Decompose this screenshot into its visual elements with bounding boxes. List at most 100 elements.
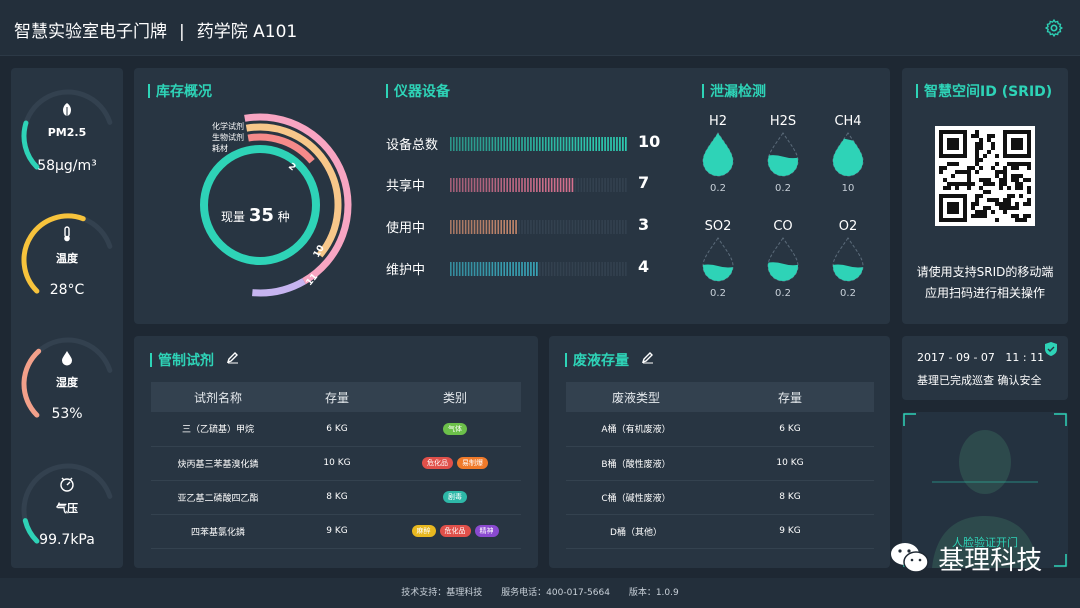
gas-sensor: SO2 0.2 — [698, 219, 738, 299]
bar-segment — [488, 262, 491, 276]
waste-type: D桶（其他） — [566, 514, 706, 549]
srid-title: 智慧空间ID (SRID) — [916, 81, 1052, 101]
footer-support: 技术支持：基理科技 — [401, 588, 483, 598]
bar-segment — [536, 178, 538, 192]
col-reagent-name: 试剂名称 — [151, 382, 285, 412]
bar-segment — [500, 220, 503, 234]
bar-segment — [568, 137, 571, 151]
bar-segment — [458, 137, 461, 151]
bar-segment — [515, 220, 517, 234]
face-frame-icon — [903, 413, 1067, 568]
bar-segment — [467, 262, 470, 276]
bar-segment — [455, 178, 458, 192]
bar-segment — [541, 220, 544, 234]
waste-table: 废液类型 存量 A桶（有机废液） 6 KG B桶（酸性废液） 10 KG C桶（碱性… — [566, 382, 874, 549]
bar-segment — [536, 220, 538, 234]
bar-segment — [610, 220, 612, 234]
bar-segment — [452, 137, 455, 151]
water-drop-icon — [767, 132, 799, 177]
env-value: 53% — [51, 406, 83, 422]
bar-segment — [509, 262, 511, 276]
bar-segment — [580, 220, 583, 234]
reagent-name: 亚乙基二磷酸四乙酯 — [151, 480, 285, 515]
bar-segment — [491, 262, 494, 276]
bar-segment — [494, 220, 497, 234]
waste-amount: 8 KG — [706, 480, 874, 515]
water-drop-icon — [832, 237, 864, 282]
ring-arc-0 — [244, 113, 352, 285]
shield-check-icon — [1045, 342, 1057, 356]
center-suffix: 种 — [277, 210, 290, 224]
bar-segment — [452, 178, 455, 192]
bar-segment — [530, 178, 532, 192]
water-drop-icon — [702, 237, 734, 282]
bar-segment — [544, 220, 547, 234]
gear-icon[interactable] — [1044, 18, 1064, 38]
bar-segment — [479, 262, 482, 276]
edit-icon[interactable] — [226, 350, 240, 364]
bar-segment — [476, 220, 479, 234]
srid-line2: 应用扫码进行相关操作 — [924, 286, 1045, 300]
gauge-fill — [22, 518, 40, 544]
bar-segment — [455, 220, 458, 234]
bar-segment — [494, 178, 497, 192]
reagent-name: 炔丙基三苯基溴化鏻 — [151, 446, 285, 481]
bar-segment — [539, 262, 541, 276]
bar-segment — [622, 220, 624, 234]
bar-segment — [527, 178, 529, 192]
reagent-name: 三（乙硫基）甲烷 — [151, 412, 285, 447]
waste-type: A桶（有机废液） — [566, 412, 706, 447]
bar-segment — [562, 178, 565, 192]
gas-name: CH4 — [834, 114, 862, 129]
bar-segment — [506, 262, 508, 276]
env-value: 28°C — [49, 282, 85, 298]
bar-segment — [464, 220, 467, 234]
bar-segment — [619, 262, 621, 276]
bar-segment — [494, 262, 497, 276]
bar-segment — [580, 178, 583, 192]
inventory-title: 库存概况 — [148, 81, 212, 101]
edit-icon[interactable] — [641, 350, 655, 364]
bar-segment — [541, 137, 544, 151]
bar-segment — [479, 220, 482, 234]
env-label: PM2.5 — [47, 126, 87, 139]
bar-segment — [541, 178, 544, 192]
bar-segment — [473, 262, 476, 276]
bar-segment — [458, 262, 461, 276]
bar-segment — [470, 220, 473, 234]
bar-segment — [461, 220, 464, 234]
env-label: 气压 — [56, 502, 78, 515]
bar-segment — [497, 178, 500, 192]
inventory-legend: 化学试剂 生物试剂 耗材 — [212, 121, 244, 154]
category-tag: 易制爆 — [457, 457, 488, 469]
bar-segment — [592, 137, 595, 151]
category-tag: 危化品 — [422, 457, 453, 469]
bar-segment — [610, 137, 612, 151]
gas-sensor: CH4 10 — [828, 114, 868, 194]
water-drop-icon — [832, 132, 864, 177]
bar-segment — [464, 137, 467, 151]
gas-name: H2 — [708, 114, 728, 129]
bar-segment — [601, 178, 603, 192]
gas-sensor: O2 0.2 — [828, 219, 868, 299]
bar-segment — [571, 137, 574, 151]
ring-arc-2 — [247, 133, 315, 164]
table-row: B桶（酸性废液） 10 KG — [566, 446, 874, 481]
bar-segment — [503, 220, 506, 234]
gas-level — [833, 137, 863, 176]
equipment-row: 维护中 4 — [386, 257, 676, 279]
controlled-table: 试剂名称 存量 类别 三（乙硫基）甲烷 6 KG 气体 炔丙基三苯基溴化鏻 10 … — [151, 382, 521, 549]
bar-segment — [476, 137, 479, 151]
equipment-count: 4 — [638, 257, 650, 276]
bar-segment — [553, 262, 556, 276]
bar-segment — [574, 220, 577, 234]
equipment-label: 共享中 — [386, 179, 426, 194]
bar-segment — [553, 220, 556, 234]
gauge-icon — [60, 477, 74, 492]
bar-segment — [604, 137, 606, 151]
overview-panel — [134, 68, 890, 324]
bar-segment — [619, 178, 621, 192]
bar-segment — [450, 137, 452, 151]
bar-segment — [550, 262, 553, 276]
patrol-date: 2017 - 09 - 07 — [917, 351, 995, 364]
